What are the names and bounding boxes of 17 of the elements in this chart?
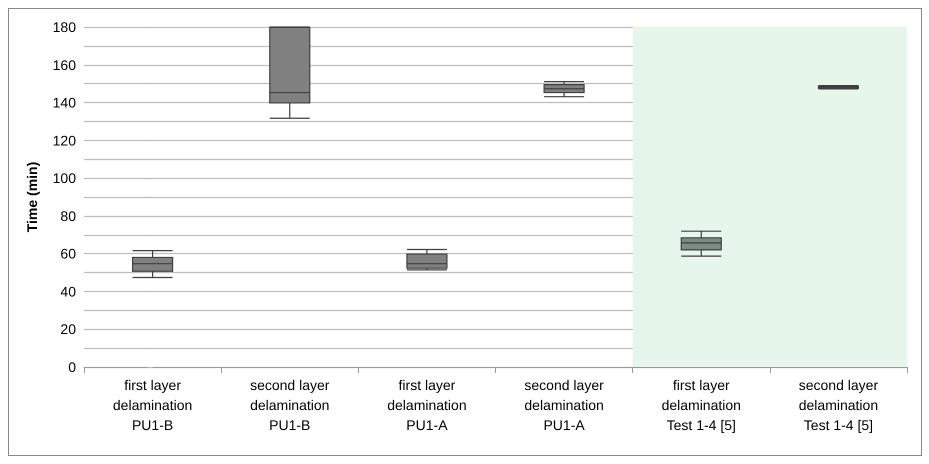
- y-tick-label: 60: [60, 246, 76, 262]
- y-tick-label: 0: [68, 359, 76, 375]
- y-axis-title: Time (min): [24, 162, 40, 232]
- y-tick-label: 160: [52, 56, 76, 73]
- y-tick-label: 140: [52, 94, 76, 111]
- x-tick-label: first layer delamination PU1-B: [112, 377, 192, 433]
- x-tick-label: second layer delamination PU1-A: [524, 377, 604, 433]
- y-tick-label: 120: [52, 132, 76, 148]
- y-tick-label: 180: [52, 19, 76, 35]
- y-tick-label: 20: [60, 321, 76, 338]
- y-tick-label: 80: [60, 208, 76, 224]
- y-tick-label: 40: [60, 283, 76, 300]
- x-tick-label: second layer delamination Test 1-4 [5]: [798, 377, 878, 433]
- x-tick-label: first layer delamination Test 1-4 [5]: [662, 377, 741, 433]
- x-tick-label: second layer delamination PU1-B: [250, 377, 330, 433]
- y-tick-label: 100: [52, 170, 76, 186]
- x-tick-label: first layer delamination PU1-A: [387, 377, 467, 433]
